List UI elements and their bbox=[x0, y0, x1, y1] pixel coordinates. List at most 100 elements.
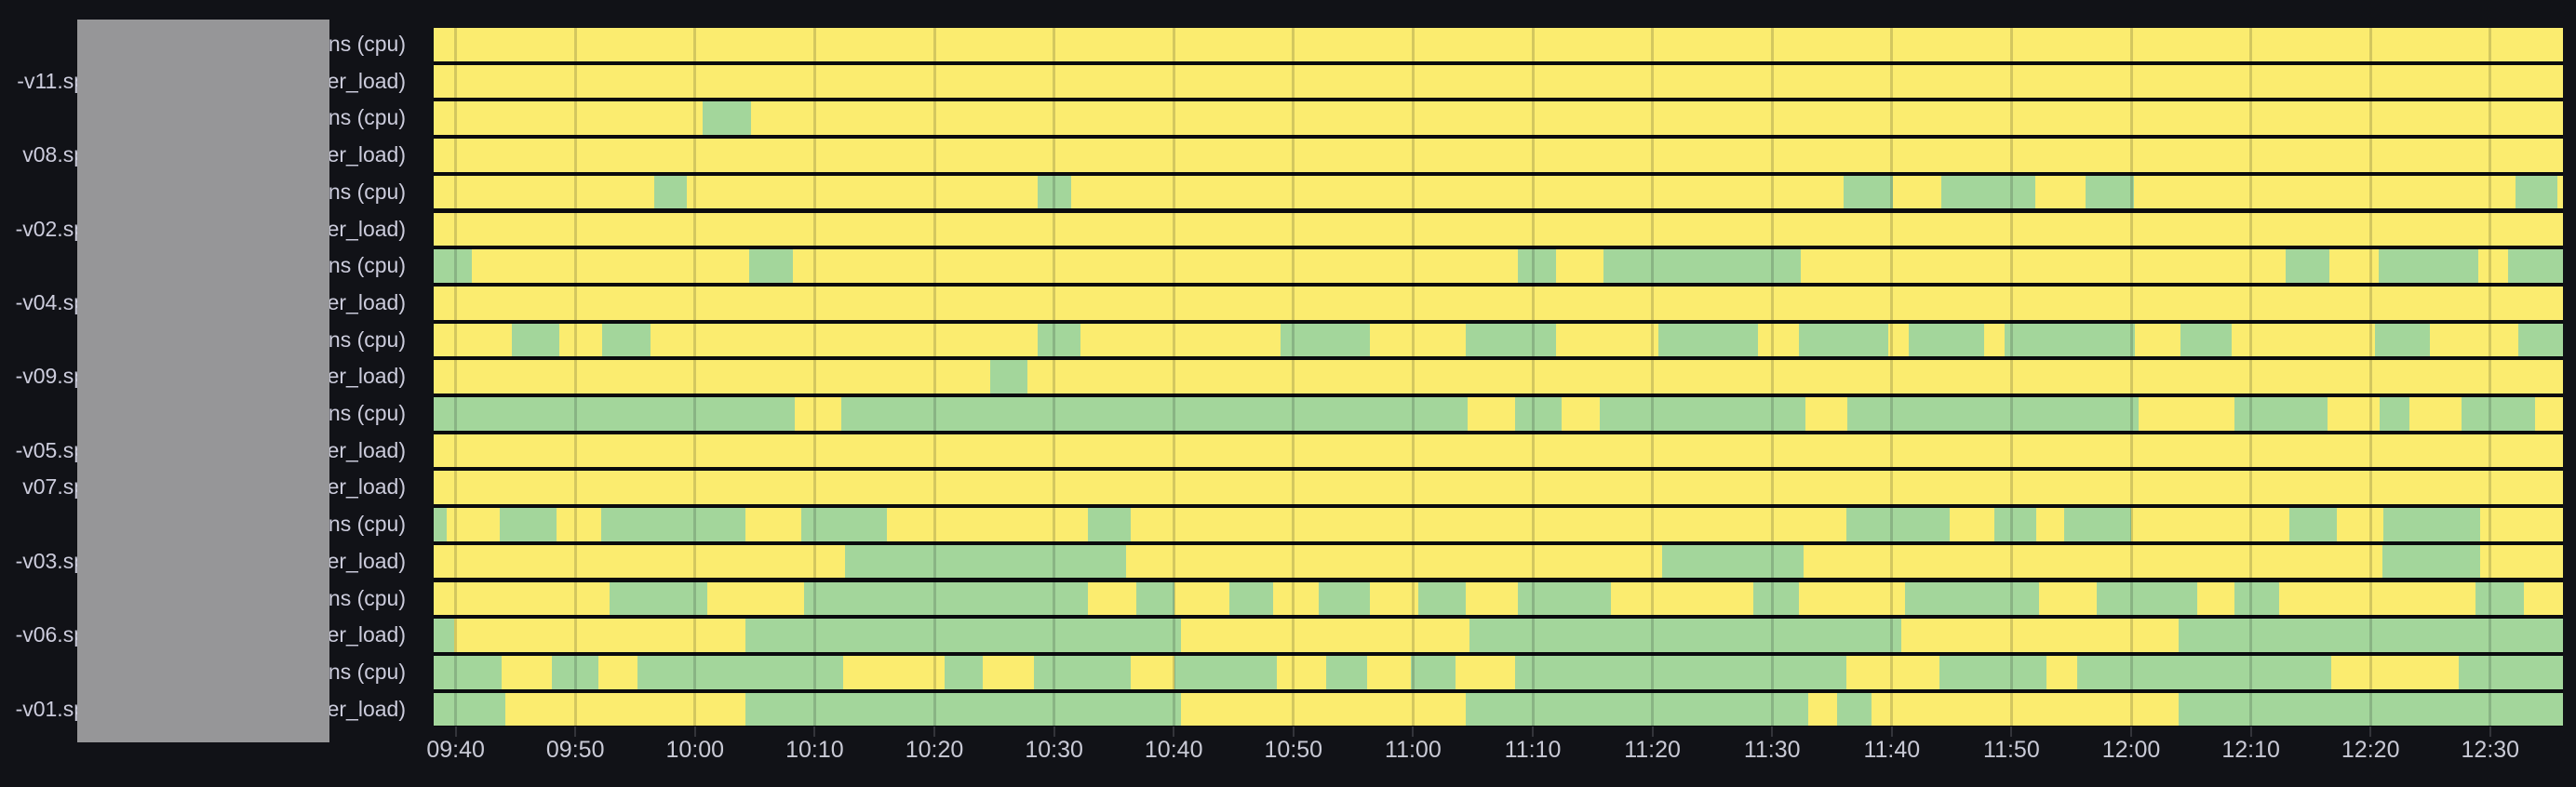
state-segment-green[interactable] bbox=[1034, 655, 1132, 689]
state-segment-green[interactable] bbox=[2375, 323, 2431, 357]
state-bar-row[interactable] bbox=[434, 212, 2563, 247]
state-segment-green[interactable] bbox=[841, 397, 1468, 431]
state-segment-green[interactable] bbox=[511, 323, 559, 357]
state-segment-green[interactable] bbox=[2180, 323, 2232, 357]
state-segment-green[interactable] bbox=[1325, 655, 1367, 689]
state-bar-row[interactable] bbox=[434, 692, 2563, 727]
state-segment-green[interactable] bbox=[1905, 581, 2039, 616]
state-bar-row[interactable] bbox=[434, 64, 2563, 99]
state-bar-row[interactable] bbox=[434, 544, 2563, 579]
state-segment-green[interactable] bbox=[2383, 508, 2481, 541]
state-segment-green[interactable] bbox=[2518, 323, 2563, 357]
state-bar-row[interactable] bbox=[434, 360, 2563, 394]
state-segment-green[interactable] bbox=[1798, 323, 1889, 357]
state-segment-green[interactable] bbox=[2475, 581, 2524, 616]
state-segment-green[interactable] bbox=[1281, 323, 1371, 357]
state-segment-green[interactable] bbox=[1846, 508, 1950, 541]
state-segment-green[interactable] bbox=[1088, 508, 1132, 541]
state-segment-green[interactable] bbox=[434, 655, 503, 689]
state-bar-row[interactable] bbox=[434, 323, 2563, 357]
state-segment-green[interactable] bbox=[2459, 655, 2563, 689]
state-segment-green[interactable] bbox=[2380, 397, 2410, 431]
state-segment-green[interactable] bbox=[2234, 397, 2328, 431]
state-bar-row[interactable] bbox=[434, 101, 2563, 136]
state-bar-row[interactable] bbox=[434, 508, 2563, 541]
state-segment-green[interactable] bbox=[2381, 544, 2481, 579]
state-bar-row[interactable] bbox=[434, 139, 2563, 172]
state-segment-green[interactable] bbox=[1517, 249, 1556, 283]
state-segment-green[interactable] bbox=[1411, 655, 1456, 689]
state-segment-green[interactable] bbox=[1517, 581, 1611, 616]
state-bar-row[interactable] bbox=[434, 175, 2563, 209]
state-segment-green[interactable] bbox=[745, 692, 1182, 727]
state-segment-green[interactable] bbox=[1514, 655, 1847, 689]
state-segment-green[interactable] bbox=[1662, 544, 1804, 579]
state-bar-row[interactable] bbox=[434, 655, 2563, 689]
state-segment-green[interactable] bbox=[2461, 397, 2536, 431]
state-segment-green[interactable] bbox=[1940, 175, 2036, 209]
state-segment-green[interactable] bbox=[944, 655, 983, 689]
state-segment-green[interactable] bbox=[602, 323, 651, 357]
state-segment-green[interactable] bbox=[653, 175, 688, 209]
state-bar-row[interactable] bbox=[434, 28, 2563, 61]
state-segment-green[interactable] bbox=[989, 360, 1027, 394]
state-bar-row[interactable] bbox=[434, 434, 2563, 468]
state-segment-green[interactable] bbox=[2379, 249, 2478, 283]
state-segment-green[interactable] bbox=[434, 249, 473, 283]
state-segment-green[interactable] bbox=[2086, 175, 2134, 209]
state-segment-green[interactable] bbox=[1939, 655, 2046, 689]
state-segment-green[interactable] bbox=[637, 655, 843, 689]
state-segment-green[interactable] bbox=[2507, 249, 2563, 283]
state-segment-green[interactable] bbox=[845, 544, 1127, 579]
state-segment-green[interactable] bbox=[1469, 619, 1902, 652]
state-segment-green[interactable] bbox=[1417, 581, 1467, 616]
state-segment-green[interactable] bbox=[1466, 692, 1808, 727]
state-segment-green[interactable] bbox=[1752, 581, 1799, 616]
state-segment-green[interactable] bbox=[804, 581, 1089, 616]
state-segment-green[interactable] bbox=[609, 581, 708, 616]
state-segment-green[interactable] bbox=[1836, 692, 1872, 727]
state-segment-green[interactable] bbox=[800, 508, 888, 541]
state-segment-green[interactable] bbox=[1908, 323, 1984, 357]
state-bar-row[interactable] bbox=[434, 619, 2563, 652]
state-segment-green[interactable] bbox=[1174, 655, 1278, 689]
state-segment-green[interactable] bbox=[434, 508, 448, 541]
state-segment-green[interactable] bbox=[1658, 323, 1758, 357]
state-bar-row[interactable] bbox=[434, 397, 2563, 431]
state-segment-green[interactable] bbox=[1319, 581, 1371, 616]
state-segment-green[interactable] bbox=[2179, 692, 2563, 727]
state-bar-row[interactable] bbox=[434, 286, 2563, 320]
state-segment-green[interactable] bbox=[434, 619, 454, 652]
state-segment-green[interactable] bbox=[1847, 397, 2139, 431]
state-segment-green[interactable] bbox=[1038, 323, 1081, 357]
state-segment-green[interactable] bbox=[1844, 175, 1894, 209]
state-segment-green[interactable] bbox=[434, 692, 506, 727]
state-segment-green[interactable] bbox=[2004, 323, 2135, 357]
state-segment-green[interactable] bbox=[1228, 581, 1274, 616]
state-segment-green[interactable] bbox=[749, 249, 793, 283]
state-segment-green[interactable] bbox=[1135, 581, 1174, 616]
state-segment-green[interactable] bbox=[434, 397, 796, 431]
state-segment-green[interactable] bbox=[2077, 655, 2331, 689]
state-segment-green[interactable] bbox=[2515, 175, 2557, 209]
state-bar-row[interactable] bbox=[434, 249, 2563, 283]
state-segment-green[interactable] bbox=[2288, 508, 2338, 541]
state-segment-green[interactable] bbox=[1994, 508, 2037, 541]
state-segment-green[interactable] bbox=[1600, 397, 1806, 431]
state-segment-green[interactable] bbox=[2285, 249, 2330, 283]
state-segment-green[interactable] bbox=[499, 508, 557, 541]
state-segment-green[interactable] bbox=[1038, 175, 1072, 209]
state-segment-green[interactable] bbox=[2179, 619, 2563, 652]
state-segment-green[interactable] bbox=[552, 655, 599, 689]
state-bar-row[interactable] bbox=[434, 471, 2563, 505]
state-segment-green[interactable] bbox=[1603, 249, 1802, 283]
state-segment-green[interactable] bbox=[2096, 581, 2197, 616]
state-segment-green[interactable] bbox=[1514, 397, 1563, 431]
state-segment-green[interactable] bbox=[1466, 323, 1556, 357]
state-segment-green[interactable] bbox=[745, 619, 1182, 652]
state-segment-green[interactable] bbox=[703, 101, 751, 136]
state-segment-green[interactable] bbox=[2234, 581, 2280, 616]
state-segment-green[interactable] bbox=[2063, 508, 2131, 541]
state-bar-row[interactable] bbox=[434, 581, 2563, 616]
state-segment-green[interactable] bbox=[600, 508, 746, 541]
